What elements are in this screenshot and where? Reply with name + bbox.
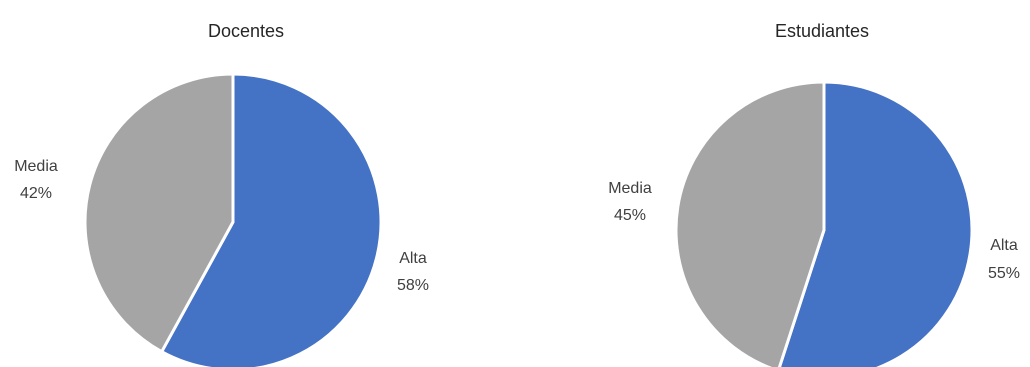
pie-slices-estudiantes xyxy=(674,80,974,367)
slice-label-alta-docentes-value: 58% xyxy=(397,277,429,294)
pie-slice-media-estudiantes xyxy=(674,80,826,367)
slice-label-media-docentes: Media 42% xyxy=(14,158,58,202)
chart-title-estudiantes: Estudiantes xyxy=(775,21,869,41)
slice-label-alta-estudiantes-value: 55% xyxy=(988,265,1020,282)
pie-slice-media-docentes xyxy=(83,72,235,354)
slice-label-media-docentes-value: 42% xyxy=(20,185,52,202)
pie-slice-alta-docentes xyxy=(160,72,383,367)
slice-label-alta-docentes: Alta 58% xyxy=(397,250,429,294)
slice-label-alta-estudiantes-name: Alta xyxy=(990,237,1018,254)
pie-slice-alta-estudiantes xyxy=(777,80,974,367)
slice-label-media-estudiantes-name: Media xyxy=(608,180,652,197)
pie-chart-estudiantes: Estudiantes Media 45% Alta 55% xyxy=(608,21,1020,367)
slice-label-media-docentes-name: Media xyxy=(14,158,58,175)
slice-label-media-estudiantes: Media 45% xyxy=(608,180,652,224)
pie-slices-docentes xyxy=(83,72,383,367)
slice-label-alta-docentes-name: Alta xyxy=(399,250,427,267)
chart-title-docentes: Docentes xyxy=(208,21,284,41)
slice-label-alta-estudiantes: Alta 55% xyxy=(988,237,1020,282)
pie-chart-docentes: Docentes Media 42% Alta 58% xyxy=(14,21,429,367)
slice-label-media-estudiantes-value: 45% xyxy=(614,207,646,224)
